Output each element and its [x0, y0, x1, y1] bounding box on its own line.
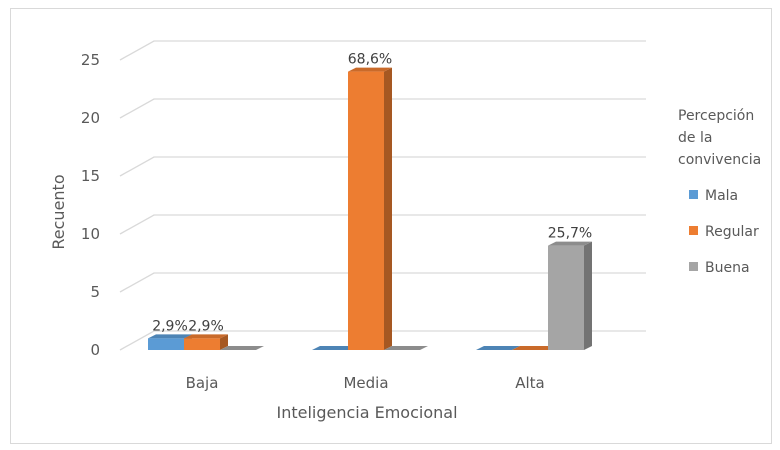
legend-swatch — [689, 262, 698, 271]
bar-top — [512, 346, 556, 350]
y-axis-ticks: 0 5 10 15 20 25 — [81, 51, 100, 359]
legend-label: Mala — [705, 188, 738, 204]
y-tick-label: 15 — [81, 167, 100, 185]
data-labels: 2,9% 68,6% 25,7% 2,9% — [152, 52, 592, 335]
bar-side — [384, 67, 392, 350]
bar-side — [584, 241, 592, 350]
gridlines — [119, 40, 646, 351]
legend-swatch — [689, 226, 698, 235]
gridline — [119, 98, 646, 119]
data-label: 25,7% — [548, 226, 592, 242]
bar — [148, 338, 184, 350]
data-label: 68,6% — [348, 52, 392, 68]
legend: Percepción de la convivencia Mala Regular… — [678, 108, 761, 276]
y-tick-label: 20 — [81, 109, 100, 127]
bar-top — [312, 346, 356, 350]
x-axis-ticks: Baja Media Alta — [186, 374, 545, 392]
legend-swatch — [689, 190, 698, 199]
bar — [548, 245, 584, 350]
bar-top — [184, 334, 228, 339]
legend-label: Buena — [705, 260, 750, 276]
x-tick-label: Alta — [515, 374, 545, 392]
x-tick-label: Media — [343, 374, 388, 392]
legend-title-line-1: Percepción — [678, 108, 754, 124]
x-tick-label: Baja — [186, 374, 219, 392]
y-tick-label: 0 — [90, 341, 100, 359]
bar-top — [220, 346, 264, 350]
bar — [348, 71, 384, 350]
y-tick-label: 5 — [90, 283, 100, 301]
y-tick-label: 10 — [81, 225, 100, 243]
x-axis-title: Inteligencia Emocional — [276, 403, 457, 422]
legend-label: Regular — [705, 224, 759, 240]
bar — [184, 338, 220, 350]
legend-title-line-2: de la — [678, 130, 712, 146]
bars — [148, 67, 592, 350]
gridline — [119, 272, 646, 293]
bar-side — [220, 334, 228, 350]
legend-title-line-3: convivencia — [678, 152, 761, 168]
gridline — [119, 330, 646, 351]
bar-top — [476, 346, 520, 350]
y-tick-label: 25 — [81, 51, 100, 69]
gridline — [119, 156, 646, 177]
y-axis-title: Recuento — [49, 174, 68, 249]
data-label: 2,9% — [188, 318, 224, 334]
bar-top — [148, 334, 192, 339]
gridline — [119, 40, 646, 61]
bar-top — [348, 67, 392, 72]
bar-top — [548, 241, 592, 246]
data-label: 2,9% — [152, 318, 188, 334]
bar-top — [384, 346, 428, 350]
gridline — [119, 214, 646, 235]
